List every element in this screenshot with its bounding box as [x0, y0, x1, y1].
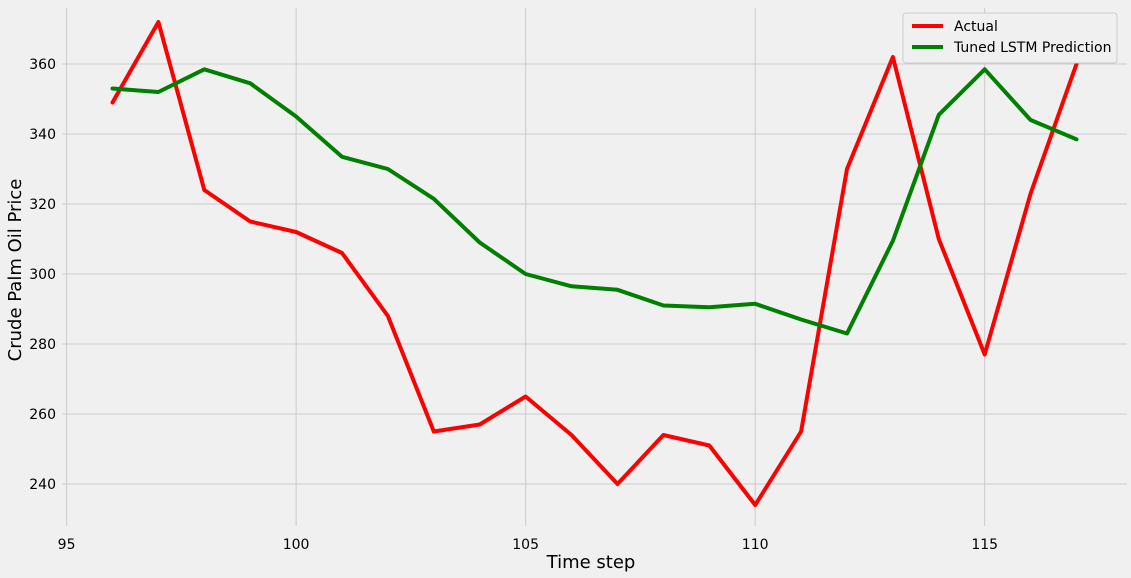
- y-tick-label: 280: [29, 337, 56, 353]
- y-tick-label: 320: [29, 197, 56, 213]
- y-tick-label: 300: [29, 267, 56, 283]
- y-axis-label: Crude Palm Oil Price: [5, 179, 26, 362]
- legend-label-actual: Actual: [954, 19, 998, 35]
- x-tick-label: 115: [971, 537, 998, 553]
- y-tick-label: 360: [29, 57, 56, 73]
- x-tick-label: 95: [58, 537, 76, 553]
- legend-box: [902, 12, 1118, 64]
- series-lines: [110, 20, 1079, 507]
- x-axis-ticks: 95 100 105 110 115: [58, 537, 998, 553]
- y-axis-ticks: 240 260 280 300 320 340 360: [29, 57, 56, 493]
- grid: [62, 8, 1127, 526]
- legend: Actual Tuned LSTM Prediction: [902, 12, 1118, 64]
- y-tick-label: 340: [29, 127, 56, 143]
- x-tick-label: 105: [512, 537, 539, 553]
- x-tick-label: 100: [283, 537, 310, 553]
- y-tick-label: 260: [29, 407, 56, 423]
- series-line-prediction: [110, 67, 1079, 336]
- x-tick-label: 110: [742, 537, 769, 553]
- series-line-actual: [110, 20, 1079, 507]
- x-axis-label: Time step: [546, 552, 636, 573]
- y-tick-label: 240: [29, 477, 56, 493]
- legend-label-prediction: Tuned LSTM Prediction: [953, 40, 1111, 56]
